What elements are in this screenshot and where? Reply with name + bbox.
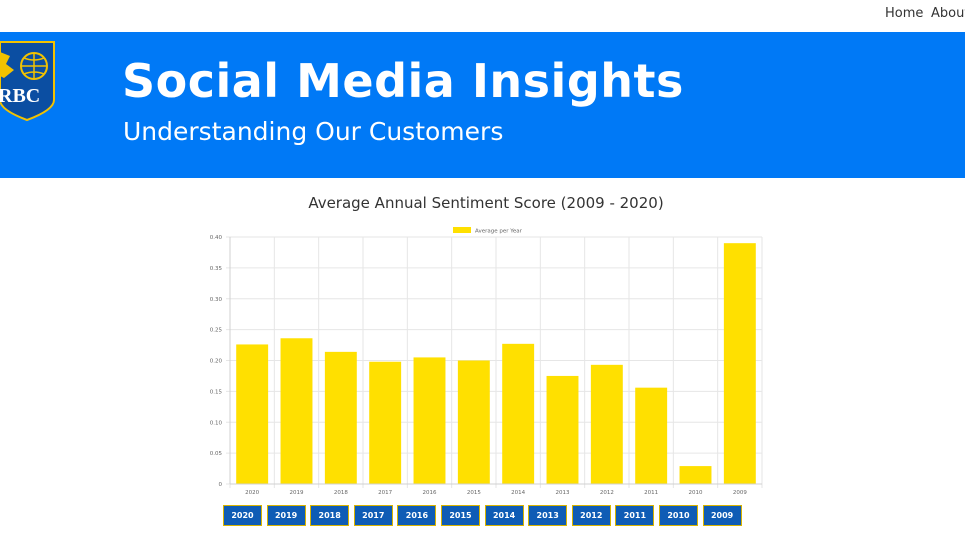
bar-2019 [280,338,313,484]
y-tick-label: 0.15 [210,389,223,395]
bar-2018 [324,351,357,484]
svg-text:RBC: RBC [0,85,40,107]
y-tick-label: 0.05 [210,451,223,457]
year-button-2019[interactable]: 2019 [266,505,306,526]
year-button-2018[interactable]: 2018 [310,505,350,526]
bar-2017 [369,361,402,484]
year-button-2011[interactable]: 2011 [615,505,655,526]
sentiment-bar-chart: 0 0.05 0.10 0.15 0.20 0.25 0.30 0.35 0.40 2020 201… [210,227,763,496]
bar-2011 [635,387,668,484]
year-button-2013[interactable]: 2013 [528,505,568,526]
page-title: Social Media Insights [122,54,684,108]
bar-2009 [723,243,756,484]
x-tick-label: 2020 [245,490,259,496]
bar-2020 [236,344,269,484]
year-button-2010[interactable]: 2010 [659,505,698,526]
x-tick-label: 2017 [378,490,392,496]
bar-2016 [413,357,446,484]
x-tick-label: 2013 [556,490,570,496]
x-tick-label: 2015 [467,490,481,496]
year-button-2017[interactable]: 2017 [353,505,393,526]
rbc-logo: RBC [0,41,55,122]
bar-2015 [457,360,490,484]
x-tick-label: 2010 [689,490,703,496]
year-button-2014[interactable]: 2014 [484,505,524,526]
legend-swatch [453,227,471,233]
y-tick-label: 0.35 [210,266,223,272]
header-banner: RBC Social Media Insights Understanding … [0,32,965,178]
year-button-2016[interactable]: 2016 [397,505,437,526]
x-tick-label: 2016 [423,490,437,496]
bar-2013 [546,375,579,484]
bar-2010 [679,466,712,484]
chart-title: Average Annual Sentiment Score (2009 - 2… [308,194,664,212]
y-tick-label: 0.10 [210,420,223,426]
x-tick-label: 2009 [733,490,747,496]
y-tick-label: 0.25 [210,328,223,334]
year-button-2015[interactable]: 2015 [441,505,480,526]
year-button-2020[interactable]: 2020 [223,505,262,526]
y-tick-label: 0.20 [210,359,223,365]
nav-home-link[interactable]: Home [885,6,924,21]
y-tick-label: 0.40 [210,235,223,241]
x-tick-label: 2019 [290,490,304,496]
y-tick-label: 0.30 [210,297,223,303]
nav-about-link[interactable]: About [931,6,965,21]
y-tick-label: 0 [219,482,223,488]
top-nav: Home About [0,0,965,32]
x-tick-label: 2018 [334,490,348,496]
bar-2012 [590,364,623,484]
x-tick-label: 2012 [600,490,614,496]
year-button-2012[interactable]: 2012 [571,505,611,526]
page-subtitle: Understanding Our Customers [123,117,504,146]
legend-label: Average per Year [475,229,523,235]
bar-2014 [502,343,535,484]
x-tick-label: 2011 [644,490,658,496]
year-button-2009[interactable]: 2009 [702,505,742,526]
x-tick-label: 2014 [511,490,525,496]
